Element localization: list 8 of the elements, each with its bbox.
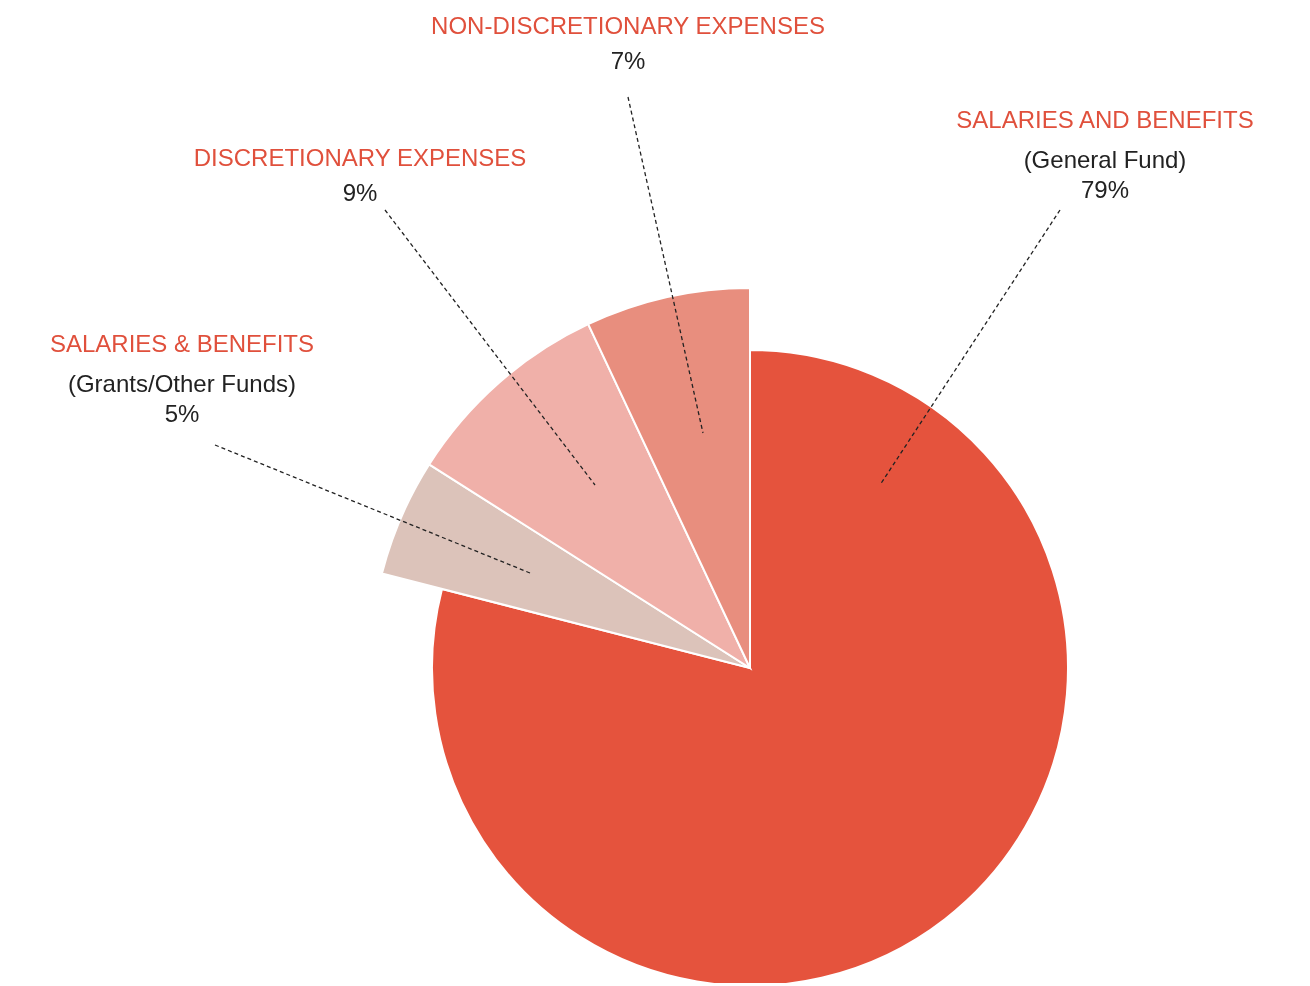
slice-label: NON-DISCRETIONARY EXPENSES xyxy=(431,12,825,40)
data-label: 5% xyxy=(164,400,200,428)
slice-label: SALARIES & BENEFITS (Grants/Other Funds) xyxy=(49,330,315,398)
slice-label: DISCRETIONARY EXPENSES xyxy=(193,144,527,172)
slice-label: SALARIES AND BENEFITS (General Fund) xyxy=(956,106,1254,174)
data-label: 79% xyxy=(1080,176,1130,204)
data-label: 7% xyxy=(610,47,646,75)
data-label: 9% xyxy=(342,179,378,207)
